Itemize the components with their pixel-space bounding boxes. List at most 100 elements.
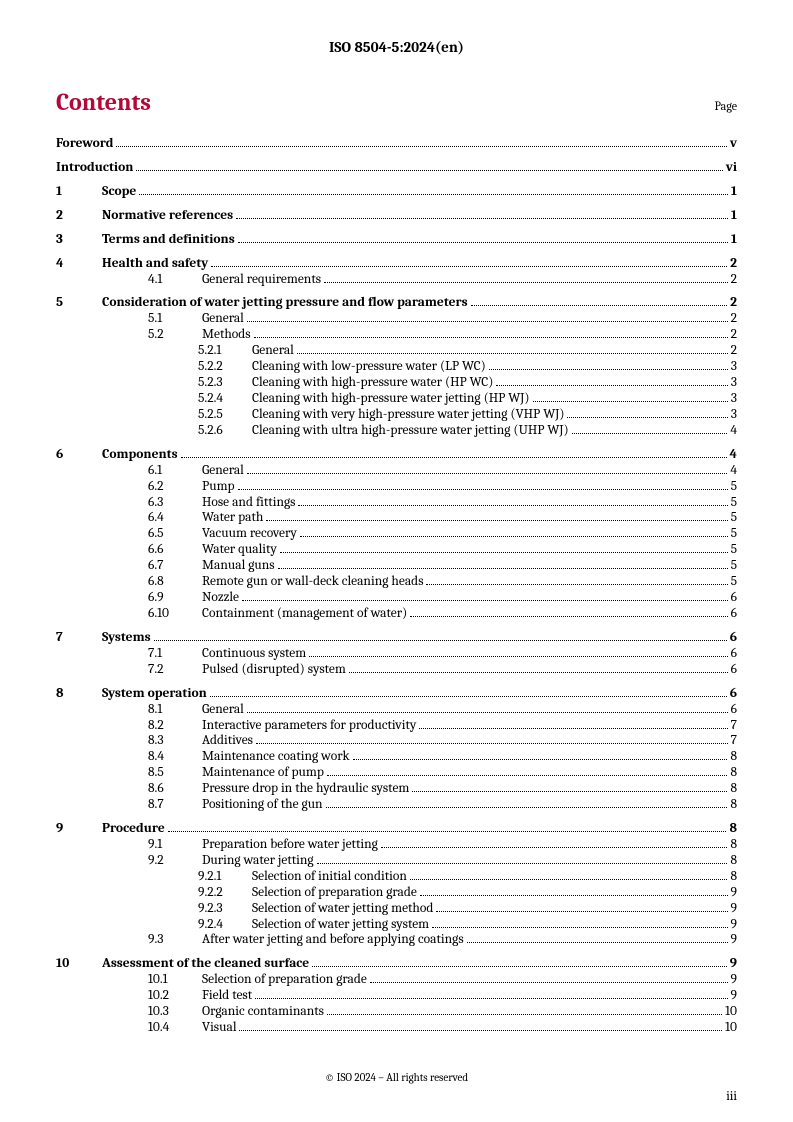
toc-leader xyxy=(309,656,727,657)
toc-entry[interactable]: 6.6Water quality5 xyxy=(56,542,737,558)
toc-entry-page: 7 xyxy=(731,718,737,734)
toc-leader xyxy=(254,337,728,338)
toc-entry[interactable]: 8.3Additives7 xyxy=(56,733,737,749)
toc-entry[interactable]: 8.1General6 xyxy=(56,702,737,718)
toc-entry[interactable]: 6Components4 xyxy=(56,447,737,463)
toc-entry[interactable]: 10.1Selection of preparation grade9 xyxy=(56,972,737,988)
toc-entry-number: 9.2 xyxy=(148,853,202,869)
toc-entry[interactable]: 9.1Preparation before water jetting8 xyxy=(56,837,737,853)
toc-leader xyxy=(326,807,728,808)
contents-header: Contents Page xyxy=(56,88,737,116)
toc-entry[interactable]: 8System operation6 xyxy=(56,686,737,702)
toc-entry-page: 9 xyxy=(731,901,737,917)
toc-leader xyxy=(238,242,728,243)
toc-leader xyxy=(280,552,728,553)
toc-entry[interactable]: 5.2.4Cleaning with high-pressure water j… xyxy=(56,391,737,407)
toc-section: 10Assessment of the cleaned surface910.1… xyxy=(56,956,737,1036)
toc-entry[interactable]: 5.2.6Cleaning with ultra high-pressure w… xyxy=(56,423,737,439)
toc-entry-title: Field test xyxy=(202,988,252,1004)
toc-entry[interactable]: 9.2During water jetting8 xyxy=(56,853,737,869)
toc-entry-title: Selection of water jetting method xyxy=(252,901,433,917)
toc-leader xyxy=(370,982,728,983)
toc-entry[interactable]: 6.10Containment (management of water)6 xyxy=(56,606,737,622)
toc-leader xyxy=(327,1014,722,1015)
toc-entry[interactable]: 4.1General requirements2 xyxy=(56,272,737,288)
toc-entry-title: Systems xyxy=(102,630,151,646)
toc-entry-page: 2 xyxy=(731,343,737,359)
toc-entry[interactable]: 5.2.2Cleaning with low-pressure water (L… xyxy=(56,359,737,375)
toc-entry-number: 6.9 xyxy=(148,590,202,606)
toc-entry[interactable]: 10Assessment of the cleaned surface9 xyxy=(56,956,737,972)
toc-section: 5Consideration of water jetting pressure… xyxy=(56,295,737,438)
toc-entry-number: 5.2.6 xyxy=(198,423,252,439)
toc-entry-number: 10.2 xyxy=(148,988,202,1004)
toc-entry[interactable]: 5.2.1General2 xyxy=(56,343,737,359)
toc-entry[interactable]: 6.4Water path5 xyxy=(56,510,737,526)
toc-entry[interactable]: 6.3Hose and fittings5 xyxy=(56,495,737,511)
toc-entry[interactable]: 5.2.5Cleaning with very high-pressure wa… xyxy=(56,407,737,423)
toc-entry[interactable]: 1Scope1 xyxy=(56,184,737,200)
toc-entry[interactable]: 8.4Maintenance coating work8 xyxy=(56,749,737,765)
toc-leader xyxy=(154,640,727,641)
toc-section: 8System operation68.1General68.2Interact… xyxy=(56,686,737,813)
toc-entry[interactable]: 7.1Continuous system6 xyxy=(56,646,737,662)
toc-leader xyxy=(247,473,728,474)
toc-entry[interactable]: 9.2.3Selection of water jetting method9 xyxy=(56,901,737,917)
toc-entry[interactable]: 8.6Pressure drop in the hydraulic system… xyxy=(56,781,737,797)
toc-entry-number: 6 xyxy=(56,447,102,463)
toc-entry[interactable]: 9.2.2Selection of preparation grade9 xyxy=(56,885,737,901)
toc-entry[interactable]: Forewordv xyxy=(56,136,737,152)
toc-entry[interactable]: 5Consideration of water jetting pressure… xyxy=(56,295,737,311)
toc-entry-number: 5.2.5 xyxy=(198,407,252,423)
toc-entry[interactable]: 5.1General2 xyxy=(56,311,737,327)
toc-entry-number: 6.6 xyxy=(148,542,202,558)
toc-entry-title: Normative references xyxy=(102,208,233,224)
toc-entry[interactable]: 3Terms and definitions1 xyxy=(56,232,737,248)
toc-entry[interactable]: 9.2.1Selection of initial condition8 xyxy=(56,869,737,885)
table-of-contents: Forewordv Introductionvi 1Scope1 2 Normative… xyxy=(56,136,737,1036)
toc-entry[interactable]: 6.2Pump5 xyxy=(56,479,737,495)
toc-entry[interactable]: 10.2Field test9 xyxy=(56,988,737,1004)
toc-leader xyxy=(238,489,728,490)
toc-entry[interactable]: 6.5Vacuum recovery5 xyxy=(56,526,737,542)
toc-entry[interactable]: 6.1General4 xyxy=(56,463,737,479)
toc-entry-page: 6 xyxy=(731,662,737,678)
toc-section: 4Health and safety24.1General requiremen… xyxy=(56,256,737,288)
toc-entry-page: v xyxy=(730,136,737,152)
toc-entry[interactable]: 10.4Visual10 xyxy=(56,1020,737,1036)
toc-entry[interactable]: 10.3Organic contaminants10 xyxy=(56,1004,737,1020)
toc-entry[interactable]: 7Systems6 xyxy=(56,630,737,646)
toc-entry-title: Scope xyxy=(102,184,136,200)
toc-section: 2Normative references1 xyxy=(56,208,737,224)
toc-entry-page: 1 xyxy=(731,208,737,224)
toc-entry-title: Terms and definitions xyxy=(102,232,235,248)
toc-section: 6Components46.1General46.2Pump56.3Hose a… xyxy=(56,447,737,622)
toc-entry[interactable]: 8.5Maintenance of pump8 xyxy=(56,765,737,781)
toc-entry[interactable]: 6.7Manual guns5 xyxy=(56,558,737,574)
toc-entry-title: Health and safety xyxy=(102,256,208,272)
toc-entry[interactable]: 7.2Pulsed (disrupted) system6 xyxy=(56,662,737,678)
toc-section: Introductionvi xyxy=(56,160,737,176)
toc-leader xyxy=(572,433,728,434)
toc-entry[interactable]: 9Procedure8 xyxy=(56,821,737,837)
toc-entry[interactable]: 8.2Interactive parameters for productivi… xyxy=(56,718,737,734)
toc-entry[interactable]: 2Normative references1 xyxy=(56,208,737,224)
toc-entry[interactable]: 8.7Positioning of the gun8 xyxy=(56,797,737,813)
toc-entry-page: 2 xyxy=(731,327,737,343)
toc-entry[interactable]: Introductionvi xyxy=(56,160,737,176)
toc-entry-page: 5 xyxy=(731,510,737,526)
toc-entry[interactable]: 9.3After water jetting and before applyi… xyxy=(56,932,737,948)
toc-entry[interactable]: 6.8Remote gun or wall-deck cleaning head… xyxy=(56,574,737,590)
toc-entry-title: Interactive parameters for productivity xyxy=(202,718,416,734)
toc-leader xyxy=(353,759,728,760)
toc-entry[interactable]: 6.9Nozzle6 xyxy=(56,590,737,606)
toc-entry[interactable]: 5.2Methods2 xyxy=(56,327,737,343)
toc-entry-title: Selection of preparation grade xyxy=(252,885,417,901)
toc-entry-number: 8.6 xyxy=(148,781,202,797)
toc-entry[interactable]: 9.2.4Selection of water jetting system9 xyxy=(56,917,737,933)
toc-entry-page: 8 xyxy=(730,781,737,797)
page-column-label: Page xyxy=(715,99,737,113)
toc-entry[interactable]: 5.2.3Cleaning with high-pressure water (… xyxy=(56,375,737,391)
toc-entry-number: 5.2.4 xyxy=(198,391,252,407)
toc-entry[interactable]: 4Health and safety2 xyxy=(56,256,737,272)
